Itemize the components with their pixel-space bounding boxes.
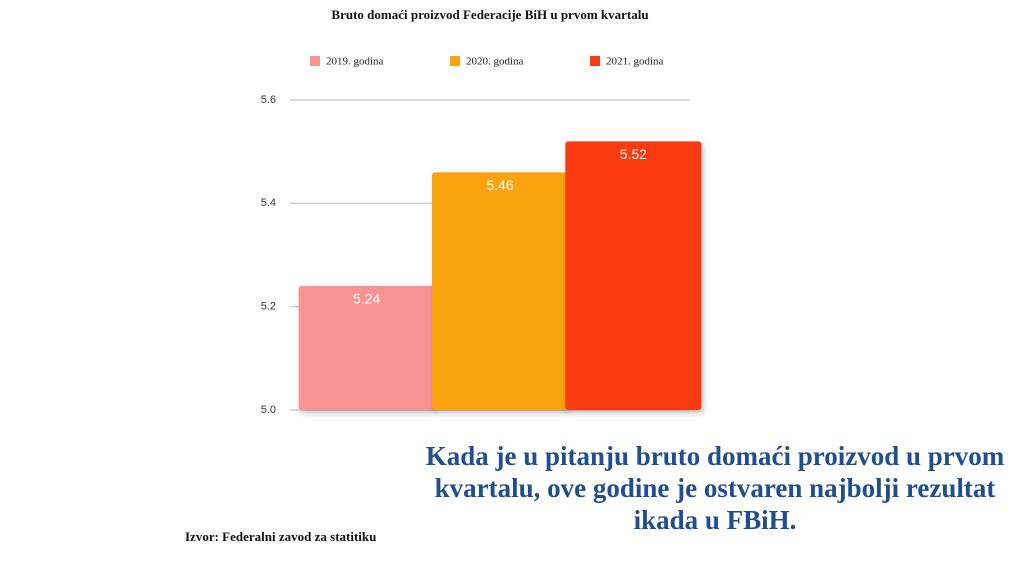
value-label: 5.46 [486,177,513,193]
legend-swatch [450,56,460,66]
y-tick-label: 5.6 [261,94,276,106]
y-tick-label: 5.2 [261,301,276,313]
bar [565,141,702,411]
bar [432,172,568,410]
chart-title: Bruto domaći proizvod Federacije BiH u p… [331,7,648,22]
legend-swatch [590,56,600,66]
bar [298,286,435,410]
value-label: 5.24 [353,291,380,307]
legend-label: 2021. godina [606,56,664,68]
value-label: 5.52 [620,146,647,162]
annotation: Kada je u pitanju bruto domaći proizvod … [425,441,1005,535]
source: Izvor: Federalni zavod za statitiku [185,529,376,544]
legend-label: 2020. godina [466,56,524,68]
legend-swatch [310,56,320,66]
y-tick-label: 5.0 [261,404,276,416]
y-tick-label: 5.4 [261,197,276,209]
legend-label: 2019. godina [326,56,384,68]
